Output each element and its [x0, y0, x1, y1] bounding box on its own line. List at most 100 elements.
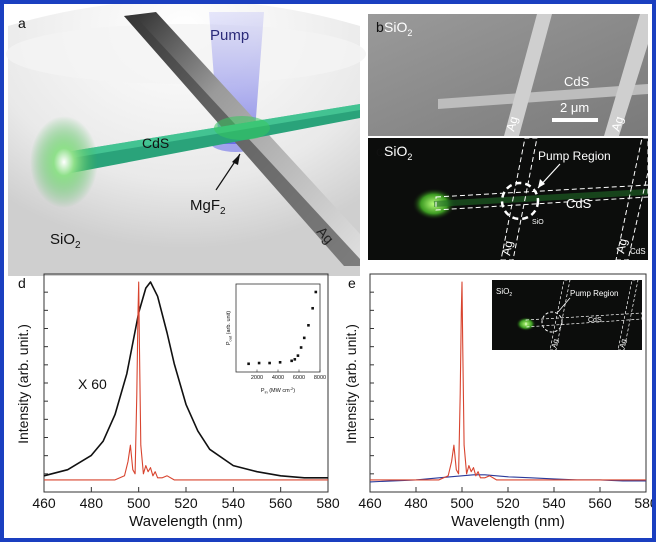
mgf2-arrow-head [232, 154, 240, 165]
e-inset-ag-left: Ag [551, 338, 560, 348]
d-series-group [43, 281, 328, 481]
e-inset-background [492, 280, 642, 350]
sem-sio2-sub: 2 [407, 28, 412, 38]
mgf2-label: MgF2 [190, 197, 226, 217]
sem-sio2-base: SiO [384, 19, 407, 35]
d-inset-point [257, 361, 261, 365]
sio2-label-base: SiO [50, 231, 75, 248]
pump-label: Pump [210, 27, 249, 44]
e-x-tick-label: 500 [450, 495, 474, 511]
optical-sio2-label: SiO2 [384, 143, 412, 162]
panel-a-letter: a [18, 15, 26, 31]
e-inset-ag-right: Ag [619, 338, 628, 348]
e-inset-cds-outline [525, 312, 643, 328]
optical-ag-left-label: Ag [499, 240, 515, 257]
panel-c-optical-image: c SiO2 Pump Region CdS SiO Ag Ag CdS [368, 137, 649, 261]
e-inset-arrow [557, 297, 571, 313]
d-x-tick-label: 520 [174, 495, 198, 511]
optical-cds-label: CdS [566, 196, 592, 211]
e-inset-sio2: SiO2 [496, 287, 512, 298]
sem-ag-wire-left [504, 14, 552, 136]
optical-ag-left-outline [500, 137, 538, 261]
panel-d-chart: d 460 480 500 520 540 560 580 X 60 Wavelength … [15, 273, 340, 530]
d-inset-ylabel-base: P [226, 341, 232, 345]
d-inset-point [293, 358, 297, 361]
d-inset-point [299, 346, 303, 349]
sio2-label-sub: 2 [75, 240, 81, 251]
d-x-tick-label: 480 [80, 495, 104, 511]
mgf2-label-sub: 2 [220, 206, 226, 217]
e-x-tick-label: 520 [496, 495, 520, 511]
pump-region-label: Pump Region [538, 149, 611, 163]
scale-bar [552, 118, 598, 122]
d-inset-tick-label: 2000 [251, 375, 263, 381]
sio2-label: SiO2 [50, 231, 81, 251]
e-inset-ag-left-outline [549, 279, 571, 351]
d-inset-point [307, 324, 310, 327]
sem-scale-label: 2 μm [560, 100, 589, 115]
optical-wire-trace [433, 189, 649, 207]
d-inset-ylabel-unit: (arb. unit) [226, 311, 232, 336]
e-inset-ag-right-outline [617, 279, 639, 351]
overlap-glow [214, 116, 270, 140]
d-inset-point [296, 354, 300, 357]
optical-sio2-small: SiO [532, 219, 544, 226]
e-x-tick-label: 560 [588, 495, 612, 511]
d-inset-point [314, 290, 318, 294]
pump-region-arrow-head [538, 179, 545, 188]
end-emission-glow [30, 116, 98, 208]
d-inset-point [278, 361, 282, 364]
e-x-tick-label: 540 [542, 495, 566, 511]
d-ylabel: Intensity (arb. unit.) [15, 324, 31, 444]
d-inset-ylabel-sub: out [228, 335, 233, 341]
e-series-group [369, 281, 646, 483]
d-inset-point [268, 361, 271, 365]
d-inset-chart: 2000 4000 6000 8000 Pin (MW cm-2) Pout (arb… [226, 283, 326, 395]
sem-ag-right-label: Ag [609, 115, 627, 133]
e-inset-sio2-base: SiO [496, 287, 509, 296]
d-inset-tick-label: 6000 [293, 375, 305, 381]
sem-cds-wire [438, 84, 648, 109]
mgf2-label-base: MgF [190, 197, 220, 214]
e-inset-sio2-sub: 2 [509, 292, 512, 298]
panel-c-letter: c [376, 143, 383, 159]
cds-label: CdS [142, 135, 169, 151]
optical-cds-small: CdS [630, 247, 646, 256]
d-inset-tick-label: 4000 [272, 375, 284, 381]
d-inset-xlabel-sub: in [265, 390, 268, 395]
panel-a-schematic: a Pump CdS MgF2 Ag SiO2 [6, 4, 366, 276]
e-x-tick-label: 460 [358, 495, 382, 511]
e-xlabel: Wavelength (nm) [451, 513, 565, 530]
sem-sio2-label: SiO2 [384, 19, 412, 38]
e-ylabel: Intensity (arb. unit.) [343, 324, 359, 444]
d-series-0-line [43, 281, 328, 479]
d-x-tick-label: 540 [222, 495, 246, 511]
e-inset-image: SiO2 Pump Region CdS Ag Ag [492, 279, 643, 351]
e-x-tick-label: 580 [634, 495, 652, 511]
d-xlabel: Wavelength (nm) [129, 513, 243, 530]
d-annotation: X 60 [78, 376, 107, 392]
d-x-tick-label: 460 [32, 495, 56, 511]
d-x-tick-label: 560 [269, 495, 293, 511]
cds-wire-top [66, 104, 360, 159]
d-x-ticks: 460 480 500 520 540 560 580 [32, 291, 340, 511]
d-inset-point [290, 359, 293, 363]
d-x-tick-label: 500 [127, 495, 151, 511]
d-inset-xlabel-base: P [261, 388, 265, 394]
d-inset-xlabel: Pin (MW cm-2) [261, 386, 295, 395]
d-inset-point [302, 336, 306, 340]
e-inset-pump-label: Pump Region [570, 289, 618, 298]
optical-ag-right-outline [615, 137, 649, 261]
d-inset-tick-label: 8000 [314, 375, 326, 381]
optical-sio2-base: SiO [384, 143, 407, 159]
e-x-tick-label: 480 [404, 495, 428, 511]
e-x-ticks: 460 480 500 520 540 560 580 [358, 291, 652, 511]
d-x-tick-label: 580 [316, 495, 340, 511]
sem-background [368, 14, 648, 136]
sem-cds-label: CdS [564, 74, 590, 89]
panel-d-letter: d [18, 275, 26, 291]
optical-sio2-sub: 2 [407, 152, 412, 162]
d-inset-xlabel-close: ) [293, 388, 295, 394]
